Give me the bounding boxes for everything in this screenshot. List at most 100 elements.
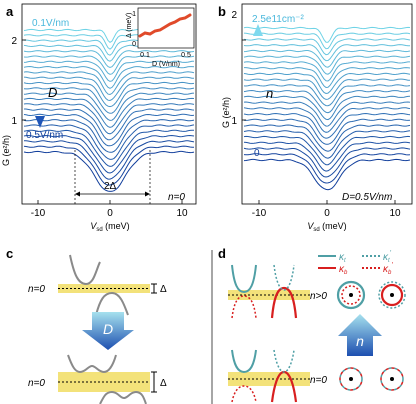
panel-a-xtick-0: 0 (107, 208, 113, 219)
panel-a-trace (23, 134, 195, 174)
inset-xlabel: D (V/nm) (152, 61, 180, 68)
panel-a-x-axis: -10 0 10 Vsd (meV) (31, 200, 188, 233)
panel-c-top-valence-band (95, 291, 129, 316)
panel-b-n-arrow-head (253, 24, 263, 36)
panel-a-xlabel: Vsd (meV) (90, 221, 129, 233)
panel-d-bottom-circle1-red (339, 367, 363, 391)
panel-b-trace (243, 158, 411, 191)
panel-b-trace (243, 153, 411, 184)
inset-xtick-05: 0.5 (181, 52, 191, 59)
panel-b-trace (243, 72, 411, 95)
panel-a-d-symbol: D (48, 85, 57, 100)
panel-d-top-n-label: n>0 (310, 291, 327, 302)
panel-a-trace (23, 124, 195, 160)
panel-a-letter: a (6, 4, 14, 19)
panel-d-top-circle1-red-dashed (341, 285, 361, 305)
panel-a-ytick-1: 1 (11, 116, 17, 127)
panel-d-n-block-arrow (338, 314, 382, 356)
panel-a: a 2Δ D 0.1V/nm 0.5V/nm n=0 2 1 G (e²/h) … (1, 3, 197, 233)
panel-c-bottom-n-label: n=0 (28, 378, 45, 389)
panel-b-d-label: D=0.5V/nm (342, 192, 392, 203)
panel-b-xlabel: Vsd (meV) (307, 221, 346, 233)
panel-d-top-circle2-teal-dashed (378, 281, 406, 309)
gap-arrow-right-head (145, 191, 150, 197)
panel-c-bottom-valence-band (99, 390, 147, 404)
panel-d-legend: κt κb κt' κb' (318, 250, 393, 276)
panel-b-xtick-neg10: -10 (252, 208, 267, 219)
panel-a-trace (23, 71, 195, 96)
panel-d-bottom-circle1-teal (339, 367, 363, 391)
panel-b-curves (243, 26, 411, 191)
panel-d-bottom-n-label: n=0 (310, 375, 327, 386)
panel-b-xtick-10: 10 (389, 208, 401, 219)
panel-b-ytick-1: 1 (231, 116, 237, 127)
panel-b-trace (243, 107, 411, 133)
panel-b-trace (243, 55, 411, 75)
panel-b-trace (243, 141, 411, 172)
panel-a-trace (23, 145, 194, 186)
legend-kt: κt (339, 252, 346, 264)
panel-c-bottom-delta: Δ (160, 378, 167, 389)
panel-b-trace (244, 67, 411, 89)
panel-b-x-axis: -10 0 10 Vsd (meV) (252, 200, 401, 233)
panel-d-top-teal-band (231, 264, 257, 294)
panel-b-trace (243, 135, 411, 166)
panel-c: c n=0 Δ D n=0 Δ (6, 246, 167, 404)
panel-c-top-n-label: n=0 (28, 284, 45, 295)
panel-b-letter: b (218, 4, 226, 19)
panel-a-xtick-neg10: -10 (31, 208, 46, 219)
panel-a-trace (23, 55, 195, 75)
panel-d-top-teal-dashed-band (273, 264, 295, 291)
panel-a-trace (23, 81, 195, 108)
inset-xtick-01: 0.1 (140, 52, 150, 59)
panel-b-trace (243, 101, 411, 127)
panel-d: d κt κb κt' κb' n>0 n (211, 246, 406, 404)
panel-b-trace (243, 112, 411, 139)
panel-b-trace (243, 32, 411, 50)
inset-ytick-1: 1 (132, 11, 136, 18)
panel-d-n-symbol: n (356, 333, 364, 349)
panel-b-trace (243, 44, 410, 62)
panel-a-y-axis: 2 1 G (e²/h) (1, 36, 26, 166)
panel-a-trace (23, 119, 195, 153)
panel-c-letter: c (6, 246, 13, 261)
panel-a-trace (23, 129, 195, 167)
panel-d-bottom-teal-band (231, 349, 257, 374)
panel-d-top-circle1-teal (336, 280, 366, 310)
panel-b-trace (243, 89, 411, 114)
panel-b-top-label: 2.5e11cm⁻² (252, 14, 304, 25)
panel-a-trace (23, 103, 195, 135)
panel-a-trace (24, 108, 195, 141)
panel-c-top-delta: Δ (160, 284, 167, 295)
panel-a-trace (23, 113, 195, 147)
panel-b-trace (243, 147, 411, 178)
panel-c-top-conduction-band (69, 254, 101, 286)
panel-b-y-axis: 2 1 G (e²/h) (221, 10, 246, 128)
panel-a-trace (23, 50, 195, 69)
panel-d-letter: d (218, 246, 226, 261)
inset-ytick-0: 0 (132, 41, 136, 48)
panel-a-trace (23, 97, 195, 128)
legend-kbp: κb' (383, 262, 393, 276)
legend-kb: κb (339, 264, 348, 276)
panel-a-xtick-10: 10 (176, 208, 188, 219)
panel-a-ylabel: G (e²/h) (1, 135, 11, 166)
panel-a-trace (23, 60, 195, 82)
panel-d-top-circle2-dot (390, 293, 394, 297)
inset-ylabel: Δ (meV) (126, 13, 133, 38)
panel-b-ytick-2: 2 (231, 10, 237, 21)
panel-a-inset: Δ (meV) 1 0 0.1 0.5 D (V/nm) (126, 7, 195, 68)
panel-a-ytick-2: 2 (11, 36, 17, 47)
panel-b-trace (243, 49, 411, 68)
panel-b-trace (243, 124, 411, 152)
panel-a-trace (23, 87, 195, 114)
panel-b-xtick-0: 0 (324, 208, 330, 219)
panel-b-trace (243, 26, 411, 43)
panel-d-bottom-circle2-red (380, 367, 404, 391)
panel-c-bottom-conduction-band (67, 354, 117, 374)
panel-a-trace (23, 76, 195, 102)
legend-ktp: κt' (383, 250, 392, 264)
panel-d-bottom-circle2-dot (390, 377, 394, 381)
panel-b-trace (243, 84, 411, 107)
panel-d-top-circle2-red (380, 283, 404, 307)
